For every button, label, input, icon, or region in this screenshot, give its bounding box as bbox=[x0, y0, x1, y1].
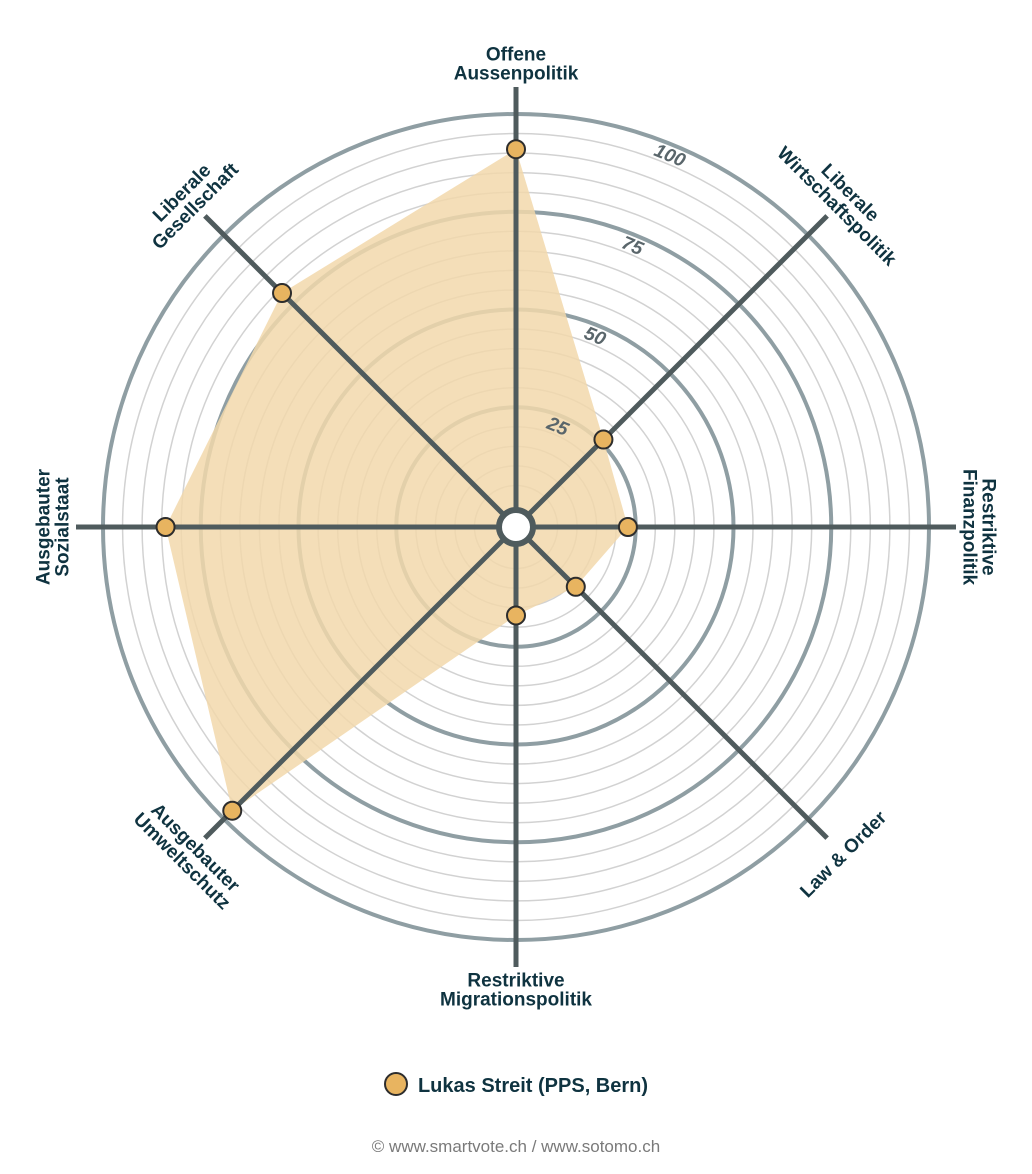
legend: Lukas Streit (PPS, Bern) bbox=[0, 1072, 1032, 1098]
data-point bbox=[272, 283, 293, 304]
data-point bbox=[506, 605, 526, 626]
data-point bbox=[506, 139, 526, 160]
data-area bbox=[165, 149, 628, 811]
axis-label: Restriktive Migrationspolitik bbox=[440, 971, 592, 1011]
axis-line bbox=[203, 525, 518, 840]
footer-credit: © www.smartvote.ch / www.sotomo.ch bbox=[371, 1137, 661, 1156]
axis-line bbox=[203, 214, 518, 529]
data-point bbox=[617, 517, 638, 537]
data-point bbox=[593, 429, 614, 450]
data-point bbox=[155, 517, 176, 537]
legend-label: Lukas Streit (PPS, Bern) bbox=[417, 1075, 649, 1097]
tick-label: 100 bbox=[651, 140, 689, 172]
data-point bbox=[565, 576, 586, 597]
axis-label: Offene Aussenpolitik bbox=[454, 45, 579, 85]
axis-line bbox=[514, 525, 829, 840]
axis-label: AusgebauterSozialstaat bbox=[34, 468, 74, 585]
center-hub bbox=[496, 507, 536, 547]
axis-label: RestriktiveFinanzpolitik bbox=[959, 469, 999, 586]
data-point bbox=[222, 800, 243, 821]
axis-line bbox=[514, 214, 829, 529]
legend-marker bbox=[383, 1072, 408, 1096]
